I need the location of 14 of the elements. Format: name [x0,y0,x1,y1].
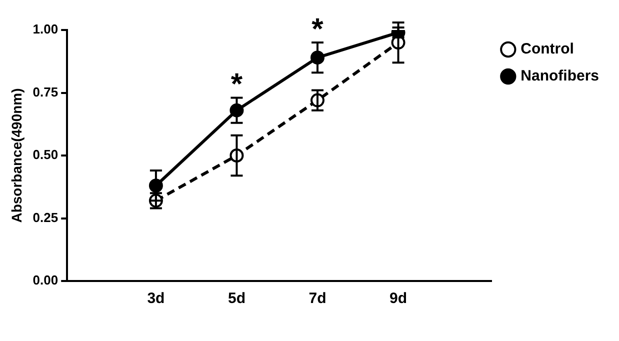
legend-label: Nanofibers [520,68,600,85]
y-tick-label: 0.50 [32,147,58,162]
y-tick-label: 0.00 [32,272,58,288]
annotation: * [312,12,324,46]
x-tick-label: 7d [308,290,326,308]
y-tick-label: 0.25 [32,210,58,225]
annotation: * [230,68,243,102]
y-tick-label: 0.75 [32,84,58,100]
legend-label: Control [520,40,574,58]
y-tick-label: 1.00 [32,22,58,37]
x-tick-label: 3d [147,290,165,308]
y-axis-title: Absorbance(490nm) [8,88,24,223]
x-tick-label: 9d [390,290,408,308]
x-tick-label: 5d [228,290,246,308]
